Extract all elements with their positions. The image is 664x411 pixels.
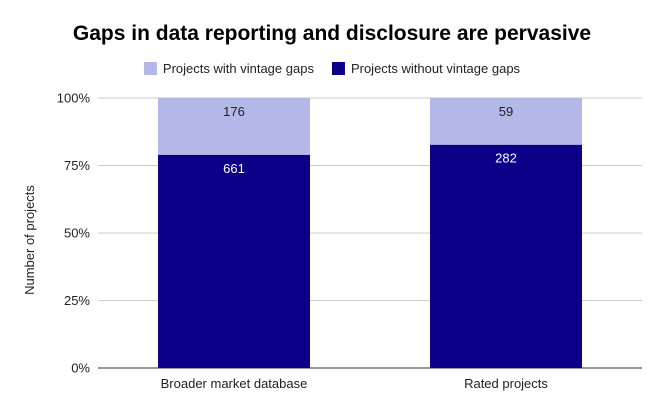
x-tick-label: Broader market database <box>161 376 308 391</box>
bar-segment <box>430 98 582 145</box>
legend-label: Projects without vintage gaps <box>351 61 521 76</box>
legend-label: Projects with vintage gaps <box>163 61 315 76</box>
y-tick-label: 50% <box>64 226 90 241</box>
y-axis-label: Number of projects <box>22 185 37 295</box>
bars: 661 176 282 59 <box>158 98 582 368</box>
data-label: 661 <box>223 161 245 176</box>
y-tick-label: 75% <box>64 158 90 173</box>
data-label: 176 <box>223 104 245 119</box>
y-tick-label: 25% <box>64 293 90 308</box>
legend-swatch <box>143 62 157 75</box>
legend-swatch <box>331 62 345 75</box>
y-axis-ticks: 0% 25% 50% 75% 100% <box>57 91 91 376</box>
legend-item: Projects without vintage gaps <box>331 61 521 76</box>
bar-segment <box>158 98 310 155</box>
chart-title: Gaps in data reporting and disclosure ar… <box>73 22 591 45</box>
data-label: 282 <box>495 151 517 166</box>
bar-segment <box>430 144 582 368</box>
chart-legend: Projects with vintage gaps Projects witho… <box>143 61 521 76</box>
y-tick-label: 100% <box>57 91 91 106</box>
data-label: 59 <box>499 104 513 119</box>
x-axis-ticks: Broader market database Rated projects <box>161 376 549 391</box>
y-tick-label: 0% <box>71 361 90 376</box>
x-tick-label: Rated projects <box>464 376 548 391</box>
legend-item: Projects with vintage gaps <box>143 61 315 76</box>
bar-segment <box>158 154 310 368</box>
